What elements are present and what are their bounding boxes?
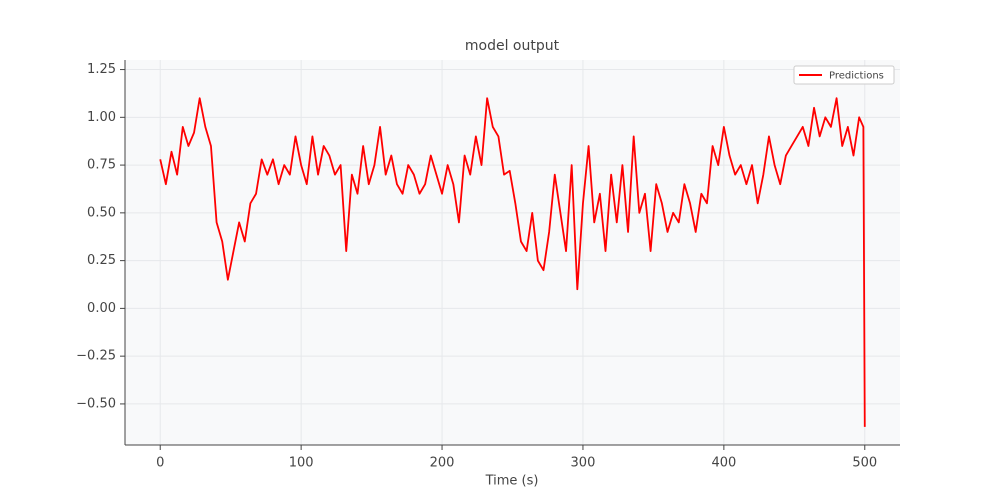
y-tick-label: 0.50 [87,205,116,220]
y-tick-label: −0.25 [76,349,116,364]
y-tick-label: 0.00 [87,301,116,316]
chart-title: model output [465,38,560,54]
data-line [159,97,866,427]
y-tick-label: 0.75 [87,158,116,173]
legend-box [793,65,895,85]
x-tick-label: 500 [852,456,877,471]
x-axis-label: Time (s) [485,474,539,489]
y-tick-label: −0.50 [76,396,116,411]
x-tick-label: 0 [156,456,164,471]
x-tick-label: 200 [430,456,455,471]
x-tick-label: 300 [571,456,596,471]
legend-label: Predictions [829,71,884,82]
y-tick-label: 1.25 [87,62,116,77]
x-tick-label: 400 [711,456,736,471]
y-tick-label: 0.25 [87,253,116,268]
x-tick-label: 100 [289,456,314,471]
y-tick-label: 1.00 [87,110,116,125]
plot-area [125,60,900,445]
